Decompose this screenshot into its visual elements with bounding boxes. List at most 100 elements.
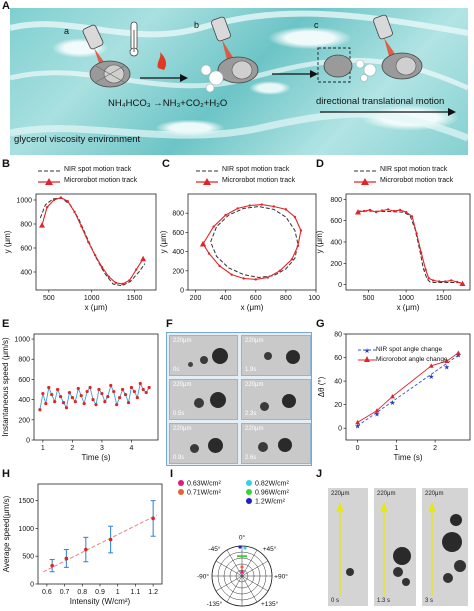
x-tick-label: 1000	[308, 295, 320, 302]
motion-description: directional translational motion	[316, 96, 445, 107]
speed-point	[79, 393, 83, 398]
microrobot-point	[299, 229, 303, 232]
legend-robot-marker	[203, 178, 211, 185]
series-nir-spot	[39, 197, 146, 287]
microrobot-point	[87, 240, 90, 244]
microrobot-point	[424, 268, 427, 271]
y-tick-label: 0	[338, 426, 342, 433]
x-tick-label: 1000	[84, 295, 100, 302]
microrobot-point	[296, 244, 300, 248]
y-tick-label: 400	[18, 397, 30, 404]
microrobot-point	[272, 205, 276, 208]
y-axis-label: Δθ (°)	[317, 376, 326, 397]
legend-marker	[246, 480, 252, 486]
chart-e-speed: 1 2 3 4 0 200 400 600 800 1000 Time (s) Instantaneo…	[1, 333, 159, 462]
polar-angle-label: -90°	[197, 573, 209, 581]
x-tick-label: 1.1	[131, 589, 141, 596]
legend-g: ★	[358, 347, 376, 362]
x-tick-label: 1	[394, 445, 398, 452]
microrobot-point	[236, 207, 239, 210]
panel-label-g: G	[316, 318, 325, 330]
frame-f-6: 220μm 2.6s	[241, 423, 311, 464]
speed-point	[38, 408, 42, 412]
frame-j-2-drawing	[380, 502, 411, 596]
microrobot-point	[212, 225, 215, 228]
y-tick-label: 800	[330, 197, 342, 204]
robot-angle-point	[444, 358, 450, 364]
bubble-dark	[208, 438, 223, 453]
microrobot-start-marker	[355, 209, 362, 215]
microrobot-icon	[89, 60, 131, 88]
y-tick-label: 1000	[16, 198, 32, 205]
speed-point	[126, 401, 131, 405]
speed-point	[94, 403, 98, 407]
y-tick-label: 1000	[14, 337, 30, 344]
speed-point	[64, 556, 69, 561]
schematic-panel: a b c NH₄HCO₃ →NH₃+CO₂+H₂O directional t…	[9, 8, 470, 155]
speed-point	[112, 389, 116, 394]
y-tick-label: 1000	[18, 526, 34, 533]
legend-marker	[246, 489, 252, 495]
frame-f-3: 220μm 0.5s	[169, 379, 238, 420]
polar-point	[240, 570, 244, 574]
x-tick-label: 1000	[398, 295, 414, 302]
microrobot-end-marker	[140, 255, 147, 262]
y-tick-label: 0	[180, 288, 184, 295]
speed-point	[132, 389, 136, 394]
frame-j-3: 220μm 3 s	[422, 488, 468, 606]
microrobot-point	[254, 278, 257, 281]
legend-g-robot-text: Microrobot angle change	[376, 356, 448, 363]
polar-angle-label: -45°	[208, 545, 220, 553]
legend-b-nir-text: NIR spot motion track	[64, 166, 132, 173]
microrobot-point	[135, 268, 138, 271]
y-tick-label: 500	[22, 554, 34, 561]
nir-angle-point: ★	[354, 422, 360, 430]
y-tick-label: 40	[334, 379, 342, 386]
series-microrobot	[357, 208, 463, 285]
microrobot-point	[207, 252, 211, 255]
y-tick-label: 800	[172, 211, 184, 218]
x-tick-label: 2	[433, 445, 437, 452]
frame-j-2: 220μm 1.3 s	[374, 488, 416, 606]
polar-spoke	[215, 575, 243, 592]
legend-marker	[178, 489, 184, 495]
speed-point	[108, 537, 113, 542]
x-tick-label: 1.2	[148, 589, 158, 596]
panel-label-e: E	[2, 318, 10, 330]
legend-d-nir-text: NIR spot motion track	[380, 166, 448, 173]
speed-point	[50, 563, 54, 568]
x-tick-label: 0.9	[95, 589, 105, 596]
panel-label-b: B	[2, 158, 10, 170]
frame-time: 0.5s	[173, 411, 185, 417]
speed-point	[58, 394, 63, 399]
legend-nir-angle-marker: ★	[364, 347, 370, 355]
legend-marker	[178, 480, 184, 486]
plot-frame	[35, 193, 157, 291]
microrobot-point	[290, 258, 294, 261]
x-tick-label: 3	[100, 445, 104, 452]
x-tick-label: 1500	[436, 295, 452, 302]
schematic-drawing	[9, 10, 470, 142]
y-tick-label: 800	[20, 222, 32, 229]
nir-angle-point: ★	[428, 373, 434, 381]
frame-j-1: 220μm 0 s	[328, 488, 368, 606]
speed-point	[67, 390, 72, 395]
legend-robot-marker	[361, 178, 369, 185]
microrobot-point	[392, 209, 396, 213]
x-tick-label: 1	[41, 445, 45, 452]
speed-point	[97, 387, 101, 392]
x-axis-label: x (μm)	[241, 303, 264, 312]
x-tick-label: 2	[70, 445, 74, 452]
x-tick-label: 400	[220, 295, 232, 302]
robot-angle-point	[428, 363, 434, 368]
legend-d-robot-text: Microrobot motion track	[380, 177, 454, 184]
microrobot-point	[218, 264, 221, 268]
nir-angle-point: ★	[444, 363, 450, 371]
y-tick-label: 200	[330, 261, 342, 268]
y-tick-label: 600	[172, 230, 184, 237]
frame-scale: 220μm	[331, 491, 350, 497]
speed-point	[129, 385, 134, 390]
flame-icon	[157, 52, 167, 70]
chart-c-track: 200 400 600 800 1000 0 200 400 600 800 x (μm) y (μm…	[159, 193, 320, 312]
